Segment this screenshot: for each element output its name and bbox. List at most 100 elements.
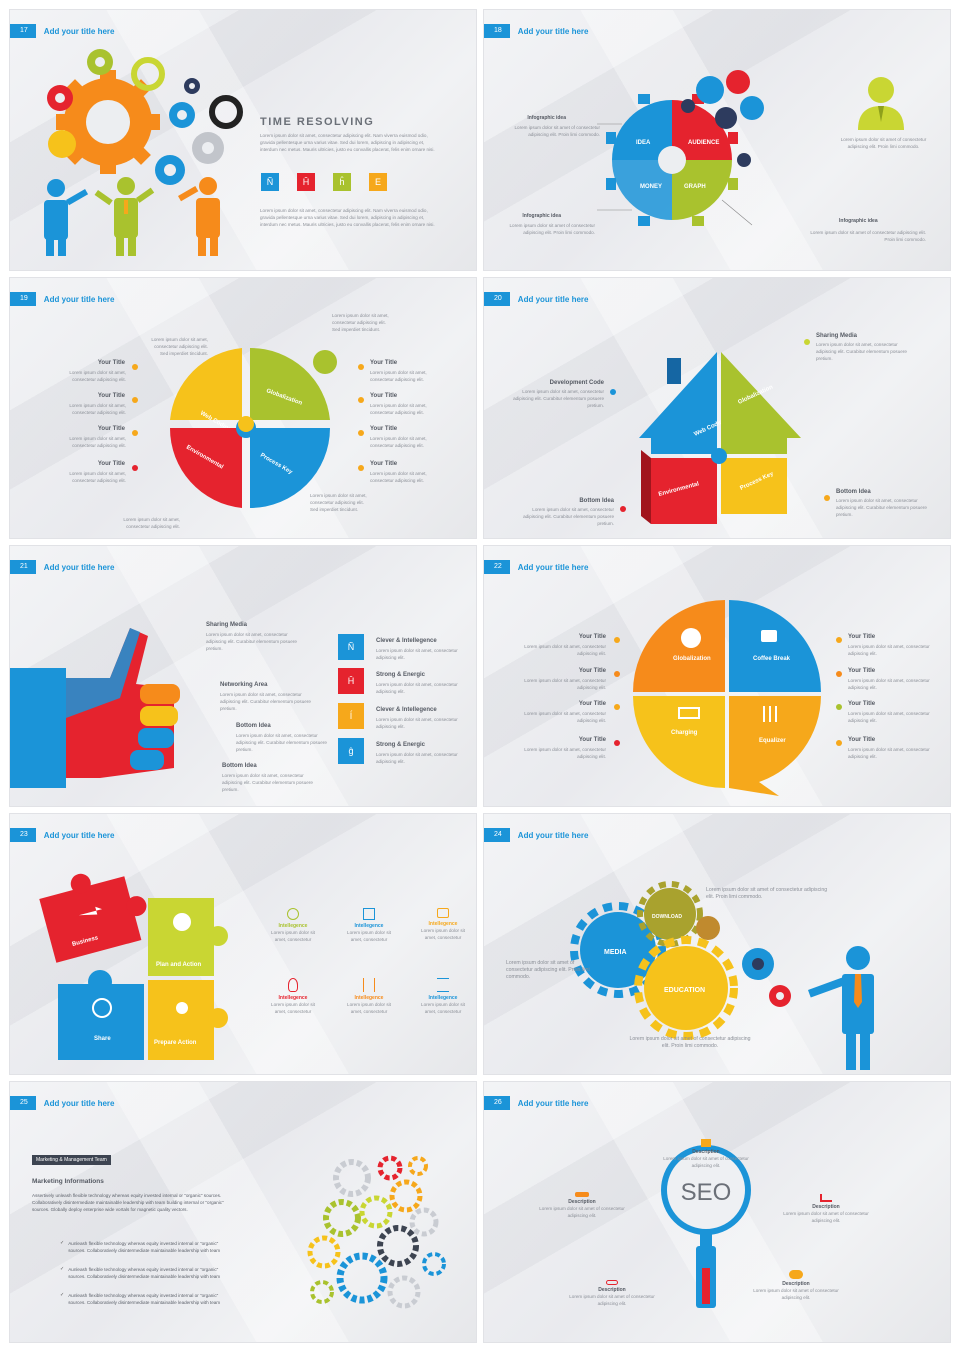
slide-22[interactable]: 22 Add your title here Your Title Lorem … [483,545,951,807]
slide-18[interactable]: 18 Add your title here Infographic idea … [483,9,951,271]
left-item-1-text: Lorem ipsum dolor sit amet, consectetur … [206,632,297,651]
globalization-piece: Globalization [250,347,337,420]
lime-gear-icon [131,57,165,91]
right-item-4-title: Your Title [848,737,876,743]
dark-gear-icon [377,1225,419,1267]
yellow-gear-icon [307,1235,341,1269]
recycle-icon [92,998,112,1018]
red-gear-icon [377,1155,403,1181]
audience-label: AUDIENCE [688,140,719,146]
slide-23[interactable]: 23 Add your title here Business Plan and… [9,813,477,1075]
cloud-download-icon [789,1270,803,1279]
right-item-4-title: Your Title [370,461,398,467]
right-square-4: ĝ [338,738,364,764]
slide-25[interactable]: 25 Add your title here Marketing & Manag… [9,1081,477,1343]
slide-title: Add your title here [517,562,589,572]
web-coding-piece: Web Coding [639,352,728,454]
left-item-3-title: Your Title [578,701,606,707]
sharing-title: Sharing Media [816,333,858,339]
slide-26[interactable]: 26 Add your title here SEO Description L… [483,1081,951,1343]
note-top-left: Lorem ipsum dolor sit amet, consectetur … [151,337,208,356]
right-item-1-title: Your Title [848,634,876,640]
small-gear-sky-icon [740,96,764,120]
item-6: Intellegence Lorem ipsum dolor sit amet,… [418,978,468,1015]
right-item-2-text: Lorem ipsum dolor sit amet, consectetur … [370,403,427,415]
gears-team-illustration [44,49,243,256]
sharing-text: Lorem ipsum dolor sit amet, consectetur … [816,342,907,361]
environmental-piece: Environmental [641,450,717,524]
small-gear-blue-icon [696,76,724,104]
link-icon [606,1280,618,1285]
right-item-3-dot [358,430,364,436]
blue-gear-icon [169,102,195,128]
text-bottom: Lorem ipsum dolor sit amet of consectetu… [629,1036,751,1049]
slide-17[interactable]: 17 Add your title here [9,9,477,271]
right-square-3: ĺ [338,703,364,729]
slide-title: Add your title here [517,294,589,304]
left-item-3-text: Lorem ipsum dolor sit amet, consectetur … [236,733,327,752]
bottom-left-title: Bottom Idea [579,498,614,504]
charging-piece: Charging [633,696,725,788]
globe-icon [173,913,191,931]
gear-cluster [307,1155,446,1309]
plan-action-label: Plan and Action [156,962,201,968]
mute-icon [287,908,299,920]
coffee-cup-icon [761,630,777,642]
right-item-2-title: Your Title [370,393,398,399]
charging-label: Charging [671,730,698,736]
left-item-1-text: Lorem ipsum dolor sit amet, consectetur … [524,644,606,656]
business-piece: Business [39,873,147,963]
left-item-1-title: Sharing Media [206,622,248,628]
square-4: E [369,173,387,191]
slide-number: 19 [10,292,36,306]
right-item-1-title: Your Title [370,360,398,366]
left-item-2-text: Lorem ipsum dolor sit amet, consectetur … [220,692,311,711]
item-4: Intellegence Lorem ipsum dolor sit amet,… [268,978,318,1015]
slide-21[interactable]: 21 Add your title here Sharing Media Lor… [9,545,477,807]
share-piece: Share [58,970,144,1060]
slide-number: 20 [484,292,510,306]
puzzle-pieces: Business Plan and Action Share Prepare A… [39,873,228,1060]
slide-title: Add your title here [43,562,115,572]
grey-gear-icon [387,1275,421,1309]
puzzle-circle: Web Coding Globalization Environmental P… [169,347,337,508]
slide-24[interactable]: 24 Add your title here Lorem ipsum dolor… [483,813,951,1075]
equalizer-label: Equalizer [759,738,786,744]
top-desc: Description Lorem ipsum dolor sit amet o… [656,1139,756,1169]
right-item-3-text: Lorem ipsum dolor sit amet, consectetur … [376,717,458,729]
blue-gear-icon [422,1252,446,1276]
globalization-piece: Globalization [721,352,801,454]
web-coding-piece: Web Coding [170,348,242,433]
green-gear-icon [310,1280,334,1304]
slide-20[interactable]: 20 Add your title here Sharing Media Lor… [483,277,951,539]
left-desc: Description Lorem ipsum dolor sit amet o… [532,1192,632,1219]
right-item-2-text: Lorem ipsum dolor sit amet, consectetur … [376,682,458,694]
green-gear-icon [87,49,113,75]
slide-number: 18 [484,24,510,38]
bottom-left-text: Lorem ipsum dolor sit amet, consectetur … [523,507,614,526]
check-icon: ✓ [60,1266,65,1272]
seo-magnifier-icon: SEO [661,1145,751,1308]
bottom-left-dot [620,506,626,512]
right-item-3-title: Clever & Intellegence [376,707,437,713]
bottom-right-title: Bottom Idea [836,489,871,495]
puzzle-speech-bubble: Globalization Coffee Break Charging Equa… [633,600,821,796]
running-man-icon [176,1002,188,1014]
slide-title: Add your title here [517,830,589,840]
black-gear-icon [209,95,243,129]
right-item-3-dot [836,704,842,710]
bullet-list: ✓ Aunleash flexible technology whereas e… [60,1240,230,1306]
left-item-1-title: Your Title [97,360,125,366]
time-resolving-heading: TIME RESOLVING [260,116,375,128]
lightbulb-icon [288,978,298,992]
idea-2-title: Infographic idea [522,213,561,219]
idea-1-title: Infographic idea [527,115,566,121]
check-icon: ✓ [60,1240,65,1246]
left-item-2-title: Networking Area [220,682,268,688]
slide-19[interactable]: 19 Add your title here Lorem ipsum dolor… [9,277,477,539]
prepare-action-label: Prepare Action [154,1040,197,1046]
money-segment: MONEY [606,160,672,226]
left-item-4-dot [614,740,620,746]
slide-header: 21 Add your title here [10,560,114,574]
marketing-heading: Marketing Informations [32,1178,104,1185]
